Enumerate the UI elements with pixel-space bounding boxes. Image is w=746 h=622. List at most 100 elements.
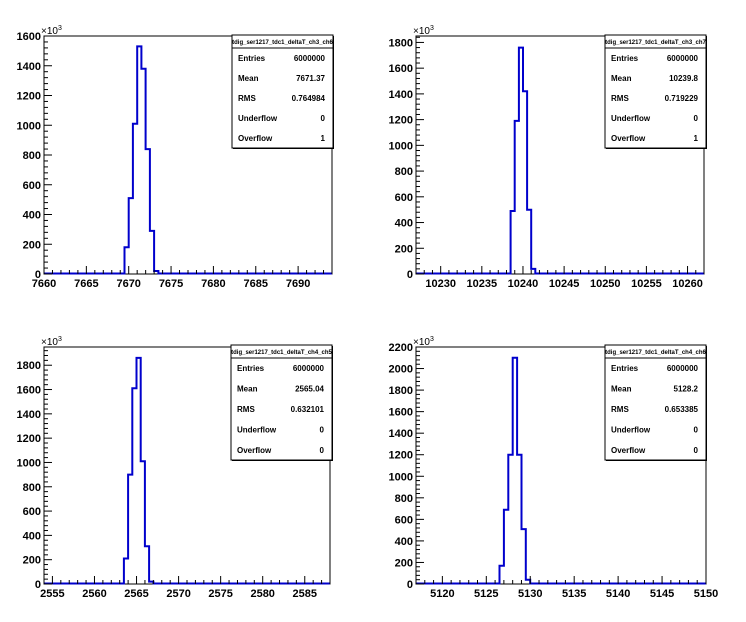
y-tick-label: 1600 bbox=[17, 31, 41, 43]
histogram-bin bbox=[154, 271, 158, 274]
y-tick-label: 2000 bbox=[389, 364, 413, 376]
stat-label: Overflow bbox=[611, 446, 646, 455]
histogram-panel-1: 7660 7665 7670 7675 7680 7685 7690 0 200 400 600 80… bbox=[17, 25, 334, 290]
y-tick-label: 1200 bbox=[17, 91, 41, 103]
y-tick-label: 0 bbox=[35, 579, 41, 591]
histogram-bin bbox=[513, 358, 517, 584]
y-multiplier-base: ×10 bbox=[41, 337, 58, 348]
stat-label: RMS bbox=[611, 405, 629, 414]
y-tick-label: 0 bbox=[35, 269, 41, 281]
stat-label: RMS bbox=[237, 405, 255, 414]
histogram-bin bbox=[128, 475, 132, 584]
x-tick-label: 2560 bbox=[82, 588, 106, 600]
y-tick-label: 200 bbox=[395, 243, 413, 255]
y-tick-label: 400 bbox=[23, 210, 41, 222]
x-tick-label: 7665 bbox=[74, 278, 98, 290]
stat-value: 2565.04 bbox=[295, 385, 324, 394]
x-tick-label: 7685 bbox=[244, 278, 268, 290]
histogram-bin bbox=[145, 546, 149, 584]
stat-value: 1 bbox=[321, 134, 326, 143]
stat-value: 6000000 bbox=[667, 364, 699, 373]
stat-value: 0 bbox=[320, 446, 325, 455]
histogram-title: tdig_ser1217_tdc1_deltaT_ch3_ch7 bbox=[605, 40, 706, 46]
x-tick-label: 7680 bbox=[201, 278, 225, 290]
histogram-panel-3: 2555 2560 2565 2570 2575 2580 2585 0 200 400 600 80… bbox=[17, 336, 333, 600]
stat-value: 0 bbox=[320, 425, 325, 434]
y-tick-label: 200 bbox=[395, 557, 413, 569]
stat-label: Underflow bbox=[237, 425, 277, 434]
x-tick-label: 2575 bbox=[208, 588, 232, 600]
stat-label: Mean bbox=[238, 74, 259, 83]
stat-label: Underflow bbox=[238, 114, 278, 123]
stat-label: Mean bbox=[611, 74, 632, 83]
y-tick-label: 1200 bbox=[17, 433, 41, 445]
x-tick-label: 10250 bbox=[590, 278, 621, 290]
y-tick-label: 800 bbox=[395, 166, 413, 178]
stat-label: Underflow bbox=[611, 425, 651, 434]
histogram-bin bbox=[132, 388, 136, 584]
stat-label: Entries bbox=[238, 54, 266, 63]
stat-label: Entries bbox=[237, 364, 265, 373]
stats-box: tdig_ser1217_tdc1_deltaT_ch3_ch7 Entries 6… bbox=[604, 34, 707, 149]
x-tick-label: 7690 bbox=[286, 278, 310, 290]
histogram-line bbox=[416, 46, 704, 275]
x-tick-label: 7660 bbox=[32, 278, 56, 290]
histogram-bin bbox=[508, 455, 512, 584]
x-tick-label: 10245 bbox=[549, 278, 580, 290]
y-multiplier-label: ×103 bbox=[413, 336, 434, 348]
stat-value: 6000000 bbox=[293, 364, 325, 373]
histogram-bin bbox=[141, 461, 145, 584]
stat-value: 1 bbox=[694, 134, 699, 143]
x-tick-label: 2585 bbox=[293, 588, 317, 600]
y-tick-label: 600 bbox=[395, 514, 413, 526]
stats-box: tdig_ser1217_tdc1_deltaT_ch3_ch6 Entries 6… bbox=[231, 34, 334, 149]
histogram-bin bbox=[133, 124, 137, 274]
stat-label: Underflow bbox=[611, 114, 651, 123]
y-multiplier-base: ×10 bbox=[413, 26, 430, 37]
stat-label: RMS bbox=[238, 94, 256, 103]
y-tick-label: 1200 bbox=[389, 115, 413, 127]
histogram-bin bbox=[125, 247, 129, 274]
x-tick-label: 5135 bbox=[562, 588, 586, 600]
y-multiplier-label: ×103 bbox=[41, 25, 62, 37]
histogram-bin bbox=[146, 149, 150, 274]
y-tick-label: 400 bbox=[395, 536, 413, 548]
histogram-bin bbox=[511, 211, 515, 274]
histogram-line bbox=[44, 356, 330, 585]
x-tick-label: 5150 bbox=[694, 588, 718, 600]
stat-value: 10239.8 bbox=[669, 74, 698, 83]
stat-value: 0 bbox=[321, 114, 326, 123]
histogram-line bbox=[44, 45, 332, 275]
y-tick-label: 1600 bbox=[17, 385, 41, 397]
y-multiplier-exponent: 3 bbox=[58, 336, 62, 343]
histogram-title: tdig_ser1217_tdc1_deltaT_ch3_ch6 bbox=[232, 40, 333, 46]
stat-label: Overflow bbox=[237, 446, 272, 455]
y-tick-label: 1400 bbox=[389, 89, 413, 101]
stats-box-frame bbox=[604, 344, 707, 461]
x-tick-label: 10260 bbox=[672, 278, 703, 290]
stats-box-frame bbox=[231, 34, 334, 149]
x-tick-label: 2570 bbox=[166, 588, 190, 600]
x-tick-label: 2555 bbox=[40, 588, 64, 600]
y-multiplier-base: ×10 bbox=[41, 26, 58, 37]
y-tick-label: 0 bbox=[407, 269, 413, 281]
y-tick-label: 600 bbox=[23, 506, 41, 518]
x-tick-label: 7670 bbox=[116, 278, 140, 290]
y-tick-label: 1200 bbox=[389, 450, 413, 462]
x-tick-label: 5145 bbox=[650, 588, 674, 600]
stat-value: 6000000 bbox=[294, 54, 326, 63]
stats-box: tdig_ser1217_tdc1_deltaT_ch4_ch6 Entries 6… bbox=[604, 344, 707, 461]
stat-value: 0 bbox=[694, 446, 699, 455]
histogram-bin bbox=[522, 529, 526, 584]
histogram-bin bbox=[137, 358, 141, 584]
stat-label: Entries bbox=[611, 364, 639, 373]
stats-box-frame bbox=[604, 34, 707, 149]
stat-label: Entries bbox=[611, 54, 639, 63]
y-tick-label: 1600 bbox=[389, 407, 413, 419]
x-tick-label: 5120 bbox=[430, 588, 454, 600]
stat-label: RMS bbox=[611, 94, 629, 103]
x-tick-label: 2565 bbox=[124, 588, 148, 600]
histogram-bin bbox=[137, 46, 141, 274]
stat-label: Mean bbox=[237, 385, 258, 394]
